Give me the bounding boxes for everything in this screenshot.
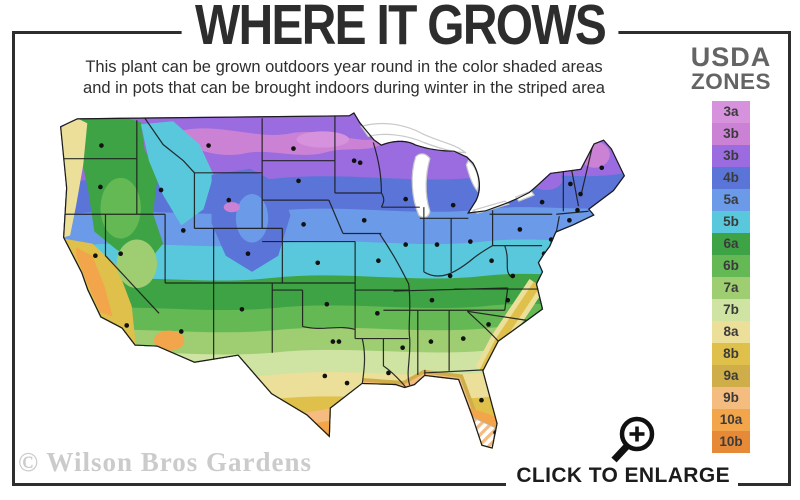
title-row: WHERE IT GROWS [0,0,800,54]
legend-zone-swatch: 5b [712,211,750,233]
page-title: WHERE IT GROWS [181,0,619,54]
subtitle-line-1: This plant can be grown outdoors year ro… [85,58,603,76]
legend-zone-swatch: 7a [712,277,750,299]
legend-zone-swatch: 3b [712,123,750,145]
legend-zone-swatch: 6b [712,255,750,277]
usda-zone-legend: 3a 3b 3b 4b 5a 5b 6a 6b 7a 7b 8a 8b 9a 9b 10a 10b [712,101,750,453]
subtitle-line-2: and in pots that can be brought indoors … [83,79,605,97]
subtitle: This plant can be grown outdoors year ro… [14,57,674,99]
click-to-enlarge-label[interactable]: CLICK TO ENLARGE [506,464,738,490]
legend-heading-zones: ZONES [690,69,771,94]
legend-zone-swatch: 9b [712,387,750,409]
us-hardiness-zone-map[interactable] [60,112,626,456]
great-lakes [360,122,535,218]
legend-zone-swatch: 7b [712,299,750,321]
legend-heading: USDA ZONES [668,42,794,94]
magnifier-plus-icon[interactable] [601,410,663,466]
legend-zone-swatch: 8b [712,343,750,365]
legend-zone-swatch: 5a [712,189,750,211]
watermark: © Wilson Bros Gardens [18,447,312,477]
us-map-svg [60,112,625,449]
legend-zone-swatch: 6a [712,233,750,255]
legend-zone-swatch: 9a [712,365,750,387]
legend-zone-swatch: 8a [712,321,750,343]
legend-heading-usda: USDA [690,42,772,72]
legend-zone-swatch: 3b [712,145,750,167]
legend-zone-swatch: 4b [712,167,750,189]
zone-color-bands [60,112,625,449]
legend-zone-swatch: 10a [712,409,750,431]
legend-zone-swatch: 3a [712,101,750,123]
city-dots [93,143,605,435]
legend-zone-swatch: 10b [712,431,750,453]
